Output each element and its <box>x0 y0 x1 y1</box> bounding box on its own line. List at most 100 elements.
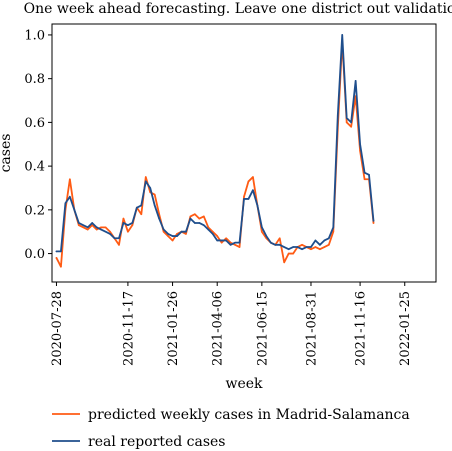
predicted-point <box>109 230 111 233</box>
predicted-point <box>185 233 187 235</box>
predicted-point <box>55 257 58 259</box>
real-point <box>86 226 89 229</box>
real-point <box>350 121 352 124</box>
real-point <box>104 230 107 233</box>
predicted-point <box>345 121 348 124</box>
predicted-point <box>207 226 210 229</box>
real-point <box>144 180 147 183</box>
real-point <box>55 250 58 253</box>
predicted-point <box>162 230 165 233</box>
real-point <box>153 204 156 207</box>
real-point <box>274 244 277 246</box>
real-point <box>225 239 227 242</box>
real-point <box>368 174 370 176</box>
real-point <box>131 222 134 224</box>
real-point <box>252 189 254 191</box>
predicted-point <box>82 226 85 229</box>
y-tick-label: 1.0 <box>24 28 45 43</box>
predicted-point <box>131 224 134 226</box>
real-point <box>118 237 120 240</box>
real-point <box>185 230 187 233</box>
x-tick-label: 2021-04-06 <box>211 291 226 366</box>
real-point <box>109 233 111 235</box>
real-point <box>176 235 178 237</box>
real-point <box>278 244 281 246</box>
predicted-point <box>127 230 129 233</box>
real-point <box>127 224 129 226</box>
predicted-point <box>144 176 147 178</box>
chart-title: One week ahead forecasting. Leave one di… <box>24 1 452 17</box>
predicted-point <box>328 244 330 246</box>
real-point <box>354 80 357 82</box>
x-axis-label: week <box>225 376 263 392</box>
real-point <box>220 239 223 242</box>
real-point <box>256 204 259 207</box>
legend-predicted-label: predicted weekly cases in Madrid-Salaman… <box>88 407 410 423</box>
legend-real-label: real reported cases <box>88 434 225 450</box>
real-point <box>158 217 160 220</box>
real-point <box>247 198 250 200</box>
predicted-point <box>261 230 263 233</box>
real-point <box>319 244 321 246</box>
real-point <box>203 224 205 226</box>
plot-frame <box>51 23 437 283</box>
real-point <box>229 244 232 246</box>
real-point <box>82 224 85 226</box>
real-point <box>149 187 152 189</box>
real-point <box>122 222 125 224</box>
predicted-point <box>278 237 281 240</box>
predicted-point <box>95 228 98 231</box>
real-point <box>180 230 183 233</box>
real-point <box>328 237 330 240</box>
y-axis-label: cases <box>0 134 14 173</box>
real-point <box>243 198 245 200</box>
real-point <box>91 222 93 224</box>
predicted-point <box>220 241 223 244</box>
x-tick-label: 2021-06-15 <box>255 291 270 366</box>
real-point <box>198 222 201 224</box>
real-point <box>113 237 116 240</box>
predicted-point <box>203 215 205 218</box>
real-point <box>95 226 98 229</box>
real-point <box>292 246 294 248</box>
predicted-point <box>252 176 254 178</box>
predicted-point <box>153 193 156 196</box>
real-point <box>345 117 348 119</box>
predicted-point <box>247 180 250 183</box>
predicted-point <box>323 246 326 248</box>
real-point <box>265 235 268 237</box>
predicted-point <box>86 228 89 231</box>
real-point <box>60 250 62 253</box>
real-point <box>332 226 335 229</box>
predicted-point <box>198 217 201 220</box>
predicted-point <box>363 178 366 181</box>
x-tick-label: 2020-07-28 <box>50 291 65 366</box>
real-point <box>372 219 375 222</box>
real-point <box>136 206 138 209</box>
predicted-point <box>91 224 93 226</box>
real-point <box>73 209 76 211</box>
predicted-point <box>118 244 120 246</box>
real-point <box>314 239 317 242</box>
x-tick-label: 2021-01-26 <box>166 291 181 366</box>
real-point <box>305 246 308 248</box>
real-point <box>296 246 299 248</box>
real-point <box>359 143 361 146</box>
y-tick-label: 0.2 <box>24 203 45 218</box>
real-point <box>238 241 241 244</box>
predicted-point <box>176 233 178 235</box>
real-point <box>140 204 143 207</box>
real-point <box>216 239 219 242</box>
real-point <box>77 222 80 224</box>
real-point <box>69 195 71 198</box>
x-tick-label: 2020-11-17 <box>121 291 136 366</box>
predicted-point <box>292 252 294 255</box>
predicted-point <box>171 239 174 242</box>
predicted-point <box>314 246 317 248</box>
predicted-point <box>238 246 241 248</box>
predicted-point <box>140 213 143 216</box>
predicted-point <box>194 213 196 216</box>
real-point <box>341 34 344 36</box>
predicted-point <box>319 248 321 250</box>
